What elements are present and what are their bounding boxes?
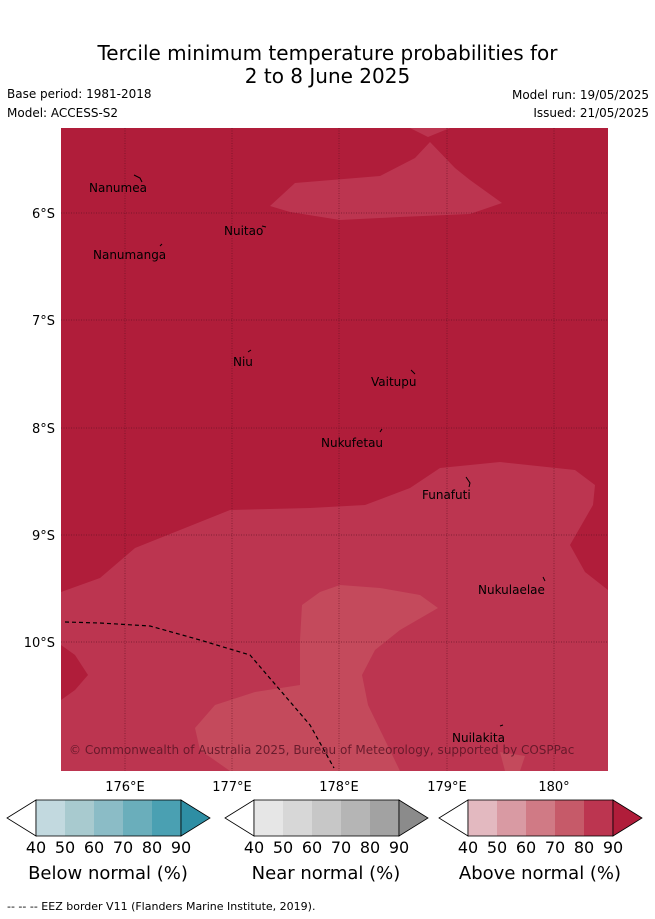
place-label-vaitupu: Vaitupu	[371, 375, 417, 389]
above-80-zone-north	[270, 142, 502, 220]
lon-label-176e: 176°E	[105, 780, 145, 795]
copyright-notice: © Commonwealth of Australia 2025, Bureau…	[69, 743, 574, 757]
legend-near-swatch	[283, 800, 312, 836]
legend-below-tick: 40	[26, 838, 46, 857]
legend-below-min-arrow	[6, 799, 37, 837]
islands	[133, 174, 546, 727]
lon-label-179e: 179°E	[427, 780, 467, 795]
legend-near-tick: 50	[273, 838, 293, 857]
above-70-zone-small	[500, 752, 525, 771]
legend-near-max-arrow	[398, 799, 429, 837]
issued-date: Issued: 21/05/2025	[533, 106, 649, 120]
legend-below-swatch	[65, 800, 94, 836]
lat-label-8s: 8°S	[32, 422, 55, 437]
legend-above-tick: 60	[516, 838, 536, 857]
legend-below-tick: 80	[142, 838, 162, 857]
legend-near-tick: 70	[331, 838, 351, 857]
place-label-funafuti: Funafuti	[422, 488, 471, 502]
legend-label-near: Near normal (%)	[251, 863, 401, 884]
lon-label-177e: 177°E	[212, 780, 252, 795]
legend-above-swatch	[497, 800, 526, 836]
page-title-line2: 2 to 8 June 2025	[244, 64, 411, 88]
legend-above-swatch	[555, 800, 584, 836]
lat-label-7s: 7°S	[32, 314, 55, 329]
lat-label-10s: 10°S	[24, 636, 55, 651]
legend-near-tick: 80	[360, 838, 380, 857]
above-90-wedge	[61, 645, 88, 700]
place-label-nuitao: Nuitao	[224, 224, 263, 238]
eez-border	[64, 621, 335, 769]
place-label-nuilakita: Nuilakita	[452, 731, 505, 745]
legend-below-tick: 60	[84, 838, 104, 857]
legend-above-tick: 70	[545, 838, 565, 857]
page-title-line1: Tercile minimum temperature probabilitie…	[97, 41, 558, 65]
legend-below-swatch	[94, 800, 123, 836]
model-run: Model run: 19/05/2025	[511, 88, 649, 102]
legend-below-tick: 70	[113, 838, 133, 857]
legend-above-tick: 50	[487, 838, 507, 857]
lat-label-6s: 6°S	[32, 207, 55, 222]
lat-label-9s: 9°S	[32, 529, 55, 544]
legend-label-above: Above normal (%)	[458, 863, 622, 884]
lon-label-180: 180°	[538, 780, 569, 795]
legend-label-below: Below normal (%)	[28, 863, 188, 884]
legend-near-tick: 60	[302, 838, 322, 857]
above-70-zone	[195, 585, 438, 771]
place-label-nukulaelae: Nukulaelae	[478, 583, 545, 597]
colorbars: 40 50 60 70 80 90 40 50 60 70 80 90 40 50 60 70 80 90	[6, 799, 643, 857]
legend-above-swatch	[584, 800, 613, 836]
legend-below-tick: 50	[55, 838, 75, 857]
eez-footnote: -- -- -- EEZ border V11 (Flanders Marine…	[7, 900, 316, 913]
legend-above-swatch	[526, 800, 555, 836]
lon-label-178e: 178°E	[319, 780, 359, 795]
legend-near-swatch	[312, 800, 341, 836]
model-name: Model: ACCESS-S2	[7, 106, 119, 120]
legend-above-tick: 80	[574, 838, 594, 857]
above-80-zone-edge	[410, 128, 450, 137]
legend-above-max-arrow	[612, 799, 643, 837]
graticule	[61, 128, 608, 771]
place-label-niu: Niu	[233, 355, 253, 369]
legend-below-swatch	[123, 800, 152, 836]
legend-near-swatch	[341, 800, 370, 836]
place-label-nanumanga: Nanumanga	[93, 248, 166, 262]
base-period: Base period: 1981-2018	[7, 87, 152, 101]
legend-above-min-arrow	[438, 799, 469, 837]
legend-near-tick: 90	[389, 838, 409, 857]
legend-near-swatch	[370, 800, 399, 836]
legend-above-tick: 90	[603, 838, 623, 857]
legend-near-min-arrow	[224, 799, 255, 837]
legend-above-swatch	[468, 800, 497, 836]
legend-near-tick: 40	[244, 838, 264, 857]
legend-below-tick: 90	[171, 838, 191, 857]
legend-above-tick: 40	[458, 838, 478, 857]
legend-below-swatch	[36, 800, 65, 836]
place-label-nanumea: Nanumea	[89, 181, 147, 195]
place-label-nukufetau: Nukufetau	[321, 436, 383, 450]
legend-near-swatch	[254, 800, 283, 836]
legend-below-swatch	[152, 800, 181, 836]
legend-below-max-arrow	[180, 799, 211, 837]
